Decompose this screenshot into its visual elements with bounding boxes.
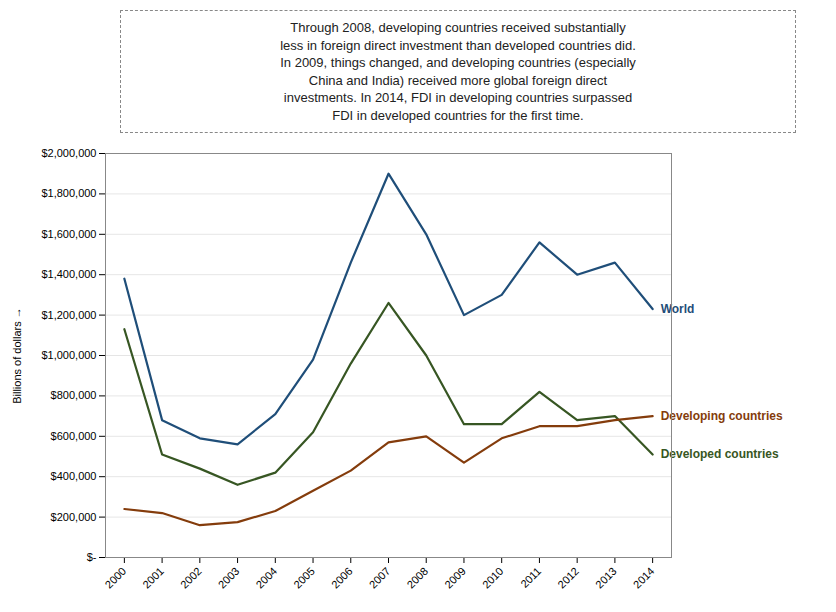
svg-text:$1,000,000: $1,000,000 — [41, 349, 96, 361]
svg-text:Billions of dollars →: Billions of dollars → — [11, 307, 23, 404]
svg-text:2009: 2009 — [442, 565, 468, 591]
svg-text:2011: 2011 — [518, 565, 543, 590]
svg-text:2013: 2013 — [593, 565, 619, 591]
svg-text:2014: 2014 — [631, 565, 657, 591]
svg-text:$1,800,000: $1,800,000 — [41, 188, 96, 200]
svg-text:$-: $- — [87, 551, 97, 563]
svg-text:$1,200,000: $1,200,000 — [41, 309, 96, 321]
svg-text:2010: 2010 — [480, 565, 506, 591]
svg-text:2002: 2002 — [178, 565, 204, 591]
svg-text:2001: 2001 — [140, 565, 166, 591]
svg-text:$400,000: $400,000 — [51, 471, 97, 483]
svg-text:$800,000: $800,000 — [51, 390, 97, 402]
svg-text:Developed countries: Developed countries — [661, 448, 779, 462]
svg-text:2008: 2008 — [404, 565, 430, 591]
svg-text:2012: 2012 — [555, 565, 581, 591]
html-text:Through 2008, developing count: Through 2008, developing countries recei… — [280, 20, 636, 123]
svg-text:2000: 2000 — [102, 565, 128, 591]
svg-text:$2,000,000: $2,000,000 — [41, 147, 96, 159]
svg-text:World: World — [661, 302, 695, 316]
svg-text:2004: 2004 — [253, 565, 279, 591]
svg-text:$1,600,000: $1,600,000 — [41, 228, 96, 240]
svg-text:2005: 2005 — [291, 565, 317, 591]
svg-text:2003: 2003 — [216, 565, 242, 591]
svg-text:2006: 2006 — [329, 565, 355, 591]
svg-text:$200,000: $200,000 — [51, 511, 97, 523]
svg-text:$1,400,000: $1,400,000 — [41, 269, 96, 281]
svg-text:2007: 2007 — [367, 565, 393, 591]
svg-text:Developing countries: Developing countries — [661, 409, 783, 423]
svg-text:$600,000: $600,000 — [51, 430, 97, 442]
